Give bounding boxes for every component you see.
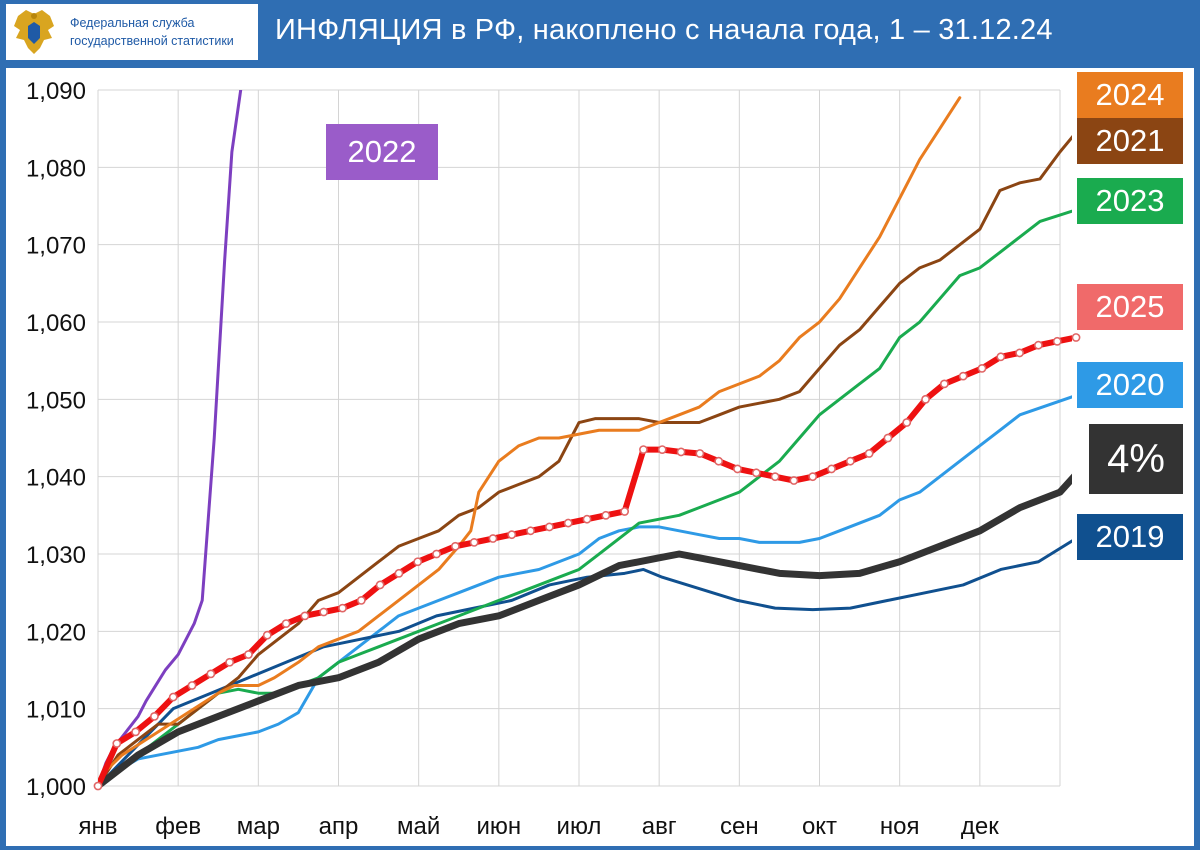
series-point-2025 [187, 681, 197, 690]
series-point-2025 [262, 630, 272, 640]
series-line-2024 [98, 96, 962, 788]
header: Федеральная служба государственной стати… [0, 0, 1200, 64]
series-point-2025 [977, 363, 987, 373]
series-point-2025 [319, 607, 329, 617]
x-tick-label: май [397, 813, 440, 840]
x-tick-label: мар [237, 813, 280, 840]
y-tick-label: 1,060 [26, 310, 86, 337]
series-line-2023 [98, 209, 1072, 788]
series-point-2025 [639, 445, 648, 454]
series-point-2025 [657, 445, 667, 454]
series-label-2019: 2019 [1077, 514, 1183, 560]
series-point-2025 [356, 596, 366, 605]
series-point-2025 [864, 449, 874, 458]
series-line-4% [98, 473, 1072, 790]
x-tick-label: окт [802, 813, 837, 840]
series-point-2025 [1015, 348, 1025, 358]
series-point-2025 [733, 464, 742, 474]
series-line-2020 [98, 395, 1072, 788]
series-point-2025 [507, 530, 517, 540]
series-point-2025 [789, 476, 799, 485]
y-tick-label: 1,070 [26, 233, 86, 260]
series-point-2025 [1071, 333, 1081, 342]
series-point-2025 [244, 650, 253, 659]
series-point-2025 [563, 518, 573, 528]
series-point-2025 [469, 537, 479, 547]
y-tick-label: 1,050 [26, 387, 86, 414]
series-point-2025 [921, 394, 930, 404]
series-label-2024: 2024 [1077, 72, 1183, 118]
series-point-2025 [488, 534, 498, 543]
x-tick-label: авг [642, 813, 677, 840]
chart-panel: 1,000 1,010 1,020 1,030 1,040 1,050 1,060 1,070… [6, 68, 1194, 846]
series-point-2025 [1034, 340, 1043, 350]
y-tick-label: 1,030 [26, 542, 86, 569]
series-line-2021 [98, 135, 1072, 788]
series-point-2025 [413, 557, 423, 567]
x-tick-label: янв [79, 813, 118, 840]
series-point-2025 [450, 541, 460, 551]
series-point-2025 [300, 611, 310, 621]
series-point-2025 [883, 433, 893, 443]
y-tick-label: 1,080 [26, 155, 86, 182]
y-tick-label: 1,020 [26, 619, 86, 646]
series-point-2025 [939, 379, 949, 389]
series-point-2025 [112, 739, 122, 748]
x-tick-label: апр [319, 813, 359, 840]
series-line-2019 [98, 539, 1072, 788]
x-tick-label: июн [476, 813, 521, 840]
series-line-2022 [98, 90, 243, 788]
series-point-2025 [676, 447, 686, 457]
series-point-2025 [845, 456, 855, 466]
series-label-2022: 2022 [326, 124, 438, 180]
series-point-2025 [770, 472, 780, 482]
series-point-2025 [958, 371, 968, 381]
series-point-2025 [582, 514, 592, 524]
rosstat-logo: Федеральная служба государственной стати… [6, 4, 258, 60]
double-headed-eagle-icon [14, 10, 54, 54]
series-point-2025 [432, 549, 441, 559]
x-tick-label: сен [720, 813, 759, 840]
series-label-2021: 2021 [1077, 118, 1183, 164]
series-point-2025 [714, 456, 724, 466]
series-point-2025 [545, 522, 554, 532]
series-point-2025 [338, 603, 347, 613]
y-tick-label: 1,010 [26, 697, 86, 724]
x-tick-label: фев [155, 813, 201, 840]
series-label-2025: 2025 [1077, 284, 1183, 330]
series-point-2025 [1052, 336, 1062, 346]
series-point-2025 [902, 418, 912, 427]
series-point-2025 [827, 464, 836, 474]
inflation-line-chart: 1,000 1,010 1,020 1,030 1,040 1,050 1,060 1,070… [26, 78, 1081, 840]
series-point-2025 [751, 468, 761, 478]
org-name-line1: Федеральная служба [70, 16, 195, 30]
org-name-line2: государственной статистики [70, 34, 234, 48]
series-point-2025 [131, 727, 141, 737]
series-point-2025 [93, 781, 103, 791]
series-point-2025 [225, 657, 235, 667]
y-tick-label: 1,090 [26, 78, 86, 105]
series-point-2025 [281, 619, 291, 628]
series-point-2025 [526, 526, 535, 536]
y-tick-label: 1,040 [26, 465, 86, 492]
series-label-4pct: 4% [1089, 424, 1183, 494]
series-point-2025 [394, 568, 404, 578]
series-point-2025 [808, 472, 818, 482]
x-tick-label: июл [557, 813, 602, 840]
series-point-2025 [375, 580, 385, 590]
x-tick-label: ноя [880, 813, 920, 840]
series-label-2020: 2020 [1077, 362, 1183, 408]
series-point-2025 [150, 712, 159, 721]
series-point-2025 [996, 352, 1006, 362]
series-point-2025 [168, 692, 178, 702]
series-point-2025 [620, 507, 630, 516]
x-tick-label: дек [961, 813, 999, 840]
y-tick-label: 1,000 [26, 774, 86, 801]
series-point-2025 [695, 449, 705, 458]
series-point-2025 [206, 669, 216, 679]
series-point-2025 [601, 510, 611, 520]
page-title: ИНФЛЯЦИЯ в РФ, накоплено с начала года, … [275, 14, 1053, 46]
series-label-2023: 2023 [1077, 178, 1183, 224]
